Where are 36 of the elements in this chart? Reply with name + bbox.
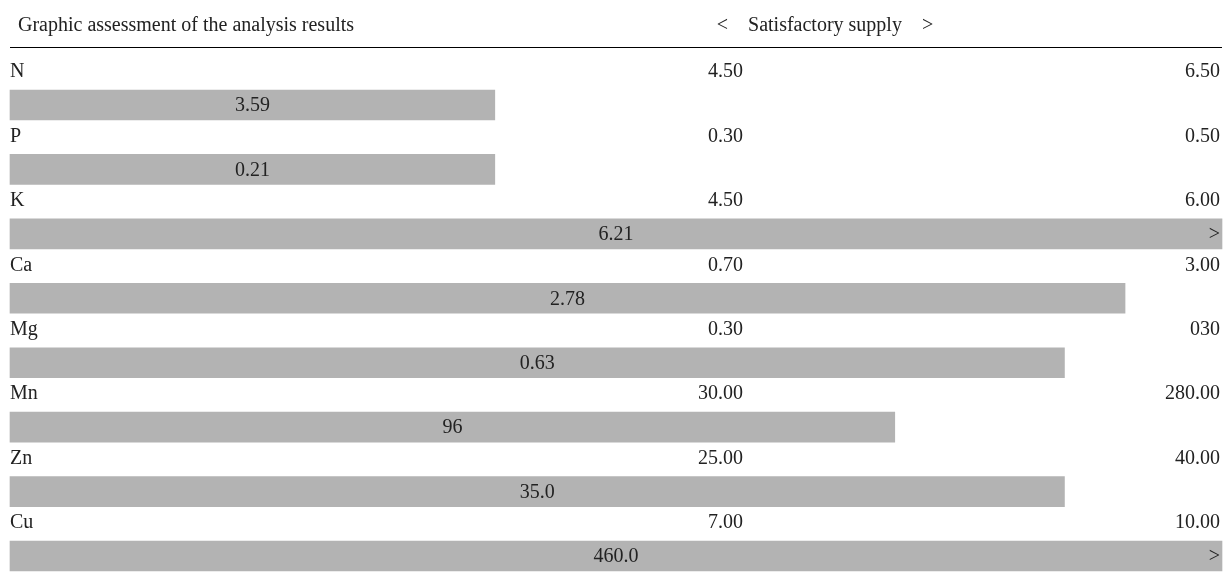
annotation: 35.0 xyxy=(519,479,555,502)
y-tick-label: Mn xyxy=(10,381,38,404)
annotation: 96 xyxy=(442,415,463,438)
y-tick-label: Mg xyxy=(10,316,38,340)
annotation: > xyxy=(1208,544,1220,567)
annotation: 4.50 xyxy=(708,188,743,211)
y-tick-label: K xyxy=(10,188,25,211)
annotation: 25.00 xyxy=(698,445,743,468)
annotation: 030 xyxy=(1190,316,1220,339)
annotation: 0.30 xyxy=(708,123,743,146)
annotation: 30.00 xyxy=(698,381,743,404)
annotation: 40.00 xyxy=(1175,445,1220,468)
annotation: 6.50 xyxy=(1185,59,1220,82)
chart-title: Graphic assessment of the analysis results xyxy=(18,13,355,37)
annotation: 7.00 xyxy=(708,510,743,533)
annotation: 4.50 xyxy=(708,59,743,82)
annotation: 3.59 xyxy=(234,93,270,116)
chart-subtitle: < Satisfactory supply > xyxy=(716,13,934,37)
annotation: 0.30 xyxy=(708,316,743,339)
annotation: 6.21 xyxy=(598,222,634,245)
y-tick-label: N xyxy=(10,59,25,82)
annotation: 0.70 xyxy=(708,252,743,275)
y-tick-label: P xyxy=(10,123,22,146)
annotation: 0.21 xyxy=(234,157,270,180)
annotation: 460.0 xyxy=(593,544,639,567)
annotation: > xyxy=(1208,222,1220,245)
annotation: 280.00 xyxy=(1165,381,1220,404)
annotation: 3.00 xyxy=(1185,252,1220,275)
y-tick-label: Ca xyxy=(10,252,33,275)
y-tick-label: Zn xyxy=(10,445,33,468)
annotation: 10.00 xyxy=(1175,510,1220,533)
annotation: 0.50 xyxy=(1185,123,1220,146)
y-tick-label: Cu xyxy=(10,510,34,533)
annotation: 2.78 xyxy=(550,286,586,309)
annotation: 0.63 xyxy=(519,350,555,373)
annotation: 6.00 xyxy=(1185,188,1220,211)
